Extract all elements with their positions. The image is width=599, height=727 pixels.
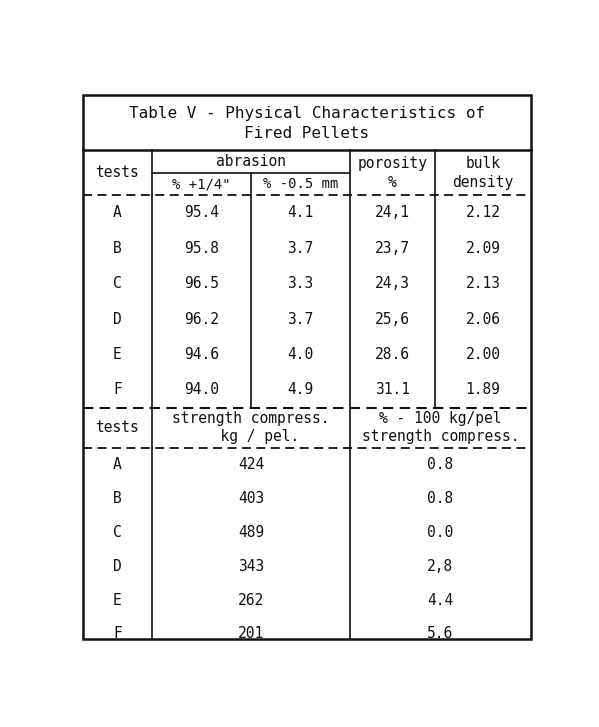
Text: 96.2: 96.2	[184, 311, 219, 326]
Text: 95.8: 95.8	[184, 241, 219, 256]
Text: 95.4: 95.4	[184, 205, 219, 220]
Text: 2.09: 2.09	[465, 241, 501, 256]
Text: A: A	[113, 457, 122, 472]
Text: 2.00: 2.00	[465, 347, 501, 362]
Text: % -0.5 mm: % -0.5 mm	[262, 177, 338, 191]
Text: E: E	[113, 347, 122, 362]
Text: 3.3: 3.3	[287, 276, 313, 291]
Text: 262: 262	[238, 593, 264, 608]
Text: 2.12: 2.12	[465, 205, 501, 220]
Text: 1.89: 1.89	[465, 382, 501, 398]
Text: % +1/4": % +1/4"	[173, 177, 231, 191]
Text: A: A	[113, 205, 122, 220]
Text: E: E	[113, 593, 122, 608]
Text: D: D	[113, 558, 122, 574]
Text: 2,8: 2,8	[427, 558, 453, 574]
Text: 343: 343	[238, 558, 264, 574]
Text: D: D	[113, 311, 122, 326]
Text: 201: 201	[238, 627, 264, 641]
Text: 4.1: 4.1	[287, 205, 313, 220]
Text: Fired Pellets: Fired Pellets	[244, 126, 370, 141]
Text: 0.0: 0.0	[427, 525, 453, 540]
Text: tests: tests	[95, 165, 140, 180]
Text: 2.13: 2.13	[465, 276, 501, 291]
Text: 94.0: 94.0	[184, 382, 219, 398]
Text: 25,6: 25,6	[375, 311, 410, 326]
Text: 3.7: 3.7	[287, 311, 313, 326]
Text: 4.4: 4.4	[427, 593, 453, 608]
Text: 28.6: 28.6	[375, 347, 410, 362]
Text: 2.06: 2.06	[465, 311, 501, 326]
Text: 4.0: 4.0	[287, 347, 313, 362]
Text: tests: tests	[95, 420, 140, 435]
Text: 3.7: 3.7	[287, 241, 313, 256]
Text: 5.6: 5.6	[427, 627, 453, 641]
Text: B: B	[113, 241, 122, 256]
Text: porosity
%: porosity %	[357, 156, 427, 190]
Text: 96.5: 96.5	[184, 276, 219, 291]
Text: 4.9: 4.9	[287, 382, 313, 398]
Text: 403: 403	[238, 491, 264, 506]
Text: Table V - Physical Characteristics of: Table V - Physical Characteristics of	[129, 106, 485, 121]
Text: C: C	[113, 276, 122, 291]
Text: 24,1: 24,1	[375, 205, 410, 220]
Text: 424: 424	[238, 457, 264, 472]
Text: F: F	[113, 627, 122, 641]
Text: 24,3: 24,3	[375, 276, 410, 291]
Text: 0.8: 0.8	[427, 457, 453, 472]
Text: 489: 489	[238, 525, 264, 540]
Text: C: C	[113, 525, 122, 540]
Text: abrasion: abrasion	[216, 154, 286, 169]
Text: 23,7: 23,7	[375, 241, 410, 256]
Text: % - 100 kg/pel
strength compress.: % - 100 kg/pel strength compress.	[362, 411, 519, 444]
Text: B: B	[113, 491, 122, 506]
Text: strength compress.
  kg / pel.: strength compress. kg / pel.	[172, 411, 329, 444]
Text: F: F	[113, 382, 122, 398]
Text: 0.8: 0.8	[427, 491, 453, 506]
Text: 31.1: 31.1	[375, 382, 410, 398]
Text: 94.6: 94.6	[184, 347, 219, 362]
Text: bulk
density: bulk density	[452, 156, 514, 190]
